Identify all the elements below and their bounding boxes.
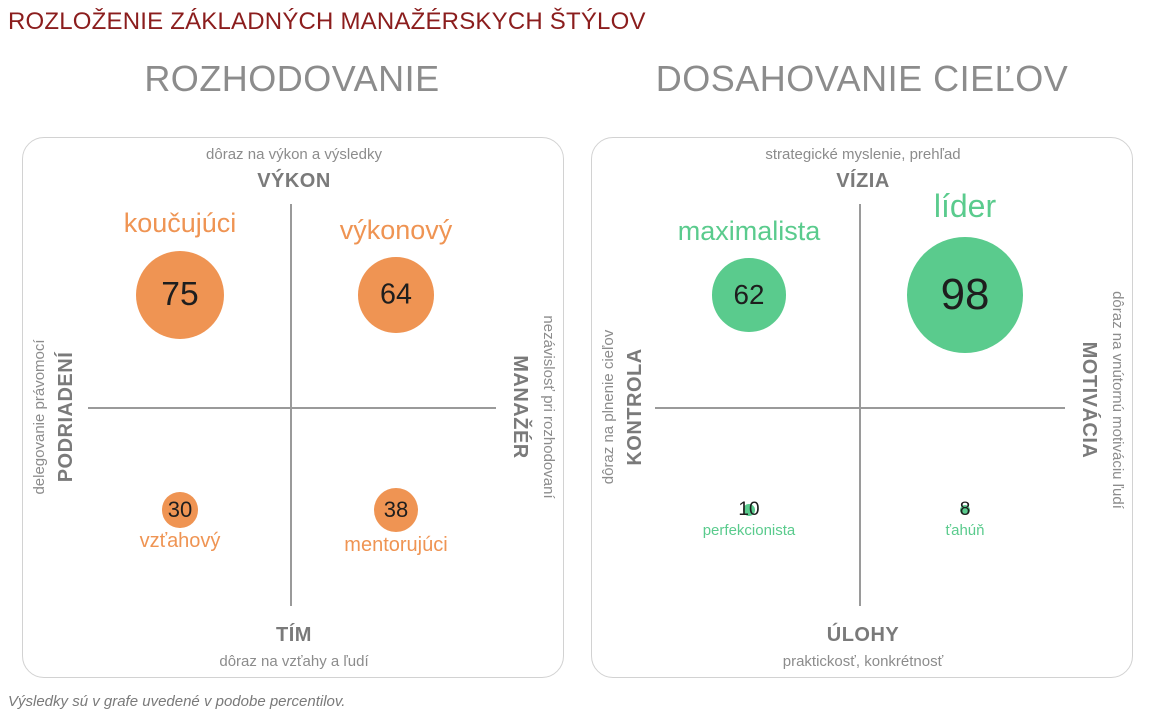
top-axis-desc: strategické myslenie, prehľad	[765, 146, 961, 163]
top-axis-label: VÍZIA	[836, 170, 890, 192]
bubble-ťahúň	[960, 505, 970, 515]
bubble-líder	[907, 237, 1023, 353]
style-label-ťahúň: ťahúň	[945, 521, 985, 539]
right-axis-label: MOTIVÁCIA	[1078, 341, 1100, 459]
bubble-mentorujúci	[373, 487, 419, 533]
left-axis-label: KONTROLA	[624, 348, 646, 466]
chart-panel-decision: dôraz na výkon a výsledky VÝKON TÍM dôra…	[22, 137, 564, 678]
bubble-value: 30	[167, 497, 193, 522]
left-axis-desc: dôraz na plnenie cieľov	[600, 329, 617, 485]
right-axis-label: MANAŽÉR	[509, 355, 531, 459]
bottom-axis-desc: dôraz na vzťahy a ľudí	[219, 653, 369, 670]
style-label-mentorujúci: mentorujúci	[344, 534, 448, 557]
bubble-vzťahový	[162, 492, 198, 528]
vertical-axis	[290, 204, 292, 606]
bubble-value: 38	[383, 497, 409, 522]
bottom-axis-label: TÍM	[276, 624, 312, 646]
horizontal-axis	[88, 407, 496, 409]
style-label-líder: líder	[933, 187, 997, 224]
bubble-value: 64	[380, 278, 412, 311]
vertical-axis	[859, 204, 861, 606]
page-title: ROZLOŽENIE ZÁKLADNÝCH MANAŽÉRSKYCH ŠTÝLO…	[8, 8, 646, 35]
chart-panel-goals: strategické myslenie, prehľad VÍZIA ÚLOH…	[591, 137, 1133, 678]
chart-title-goals: DOSAHOVANIE CIEĽOV	[655, 58, 1069, 99]
right-axis-desc: dôraz na vnútornú motiváciu ľudí	[1109, 291, 1126, 509]
style-label-perfekcionista: perfekcionista	[702, 521, 796, 539]
bottom-axis-desc: praktickosť, konkrétnosť	[782, 653, 944, 670]
left-axis-desc: delegovanie právomocí	[31, 339, 48, 495]
chart-title-decision: ROZHODOVANIE	[144, 58, 440, 99]
right-axis-desc: nezávislosť pri rozhodovaní	[540, 315, 557, 499]
bottom-axis-label: ÚLOHY	[826, 624, 900, 646]
horizontal-axis	[655, 407, 1065, 409]
bubble-perfekcionista	[743, 504, 755, 516]
style-label-výkonový: výkonový	[339, 214, 453, 245]
bubble-výkonový	[358, 257, 434, 333]
left-axis-label: PODRIADENÍ	[55, 351, 77, 483]
style-label-vzťahový: vzťahový	[139, 529, 221, 552]
bubble-value: 8	[959, 499, 971, 520]
bubble-koučujúci	[135, 250, 225, 340]
top-axis-label: VÝKON	[257, 170, 331, 192]
bubble-value: 62	[733, 279, 765, 310]
bubble-value: 75	[161, 276, 199, 313]
bubble-value: 10	[738, 499, 760, 520]
footnote: Výsledky sú v grafe uvedené v podobe per…	[8, 693, 346, 710]
bubble-maximalista	[712, 258, 786, 332]
top-axis-desc: dôraz na výkon a výsledky	[206, 146, 382, 163]
style-label-koučujúci: koučujúci	[123, 208, 237, 239]
style-label-maximalista: maximalista	[677, 215, 821, 246]
bubble-value: 98	[940, 270, 990, 319]
